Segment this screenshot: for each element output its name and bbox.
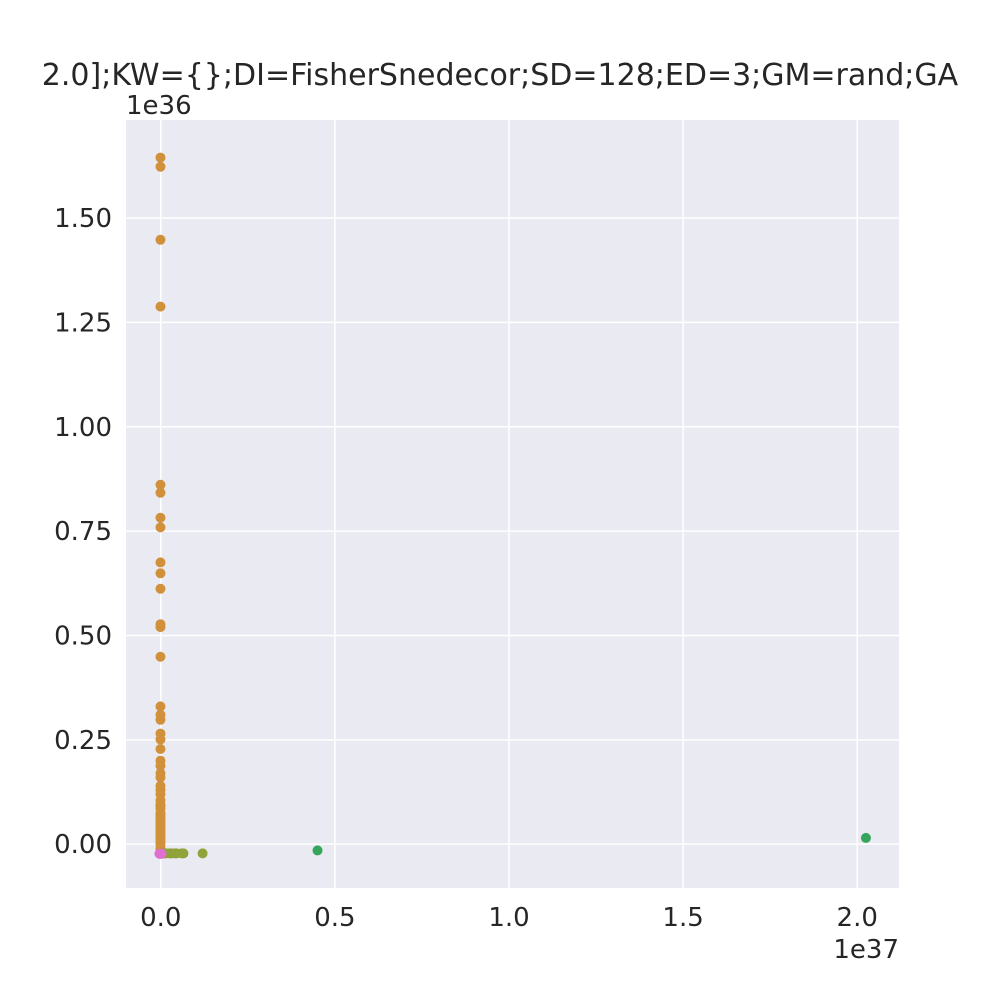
data-point xyxy=(155,744,166,755)
x-axis-ticks: 0.0 0.5 1.0 1.5 2.0 xyxy=(140,903,878,933)
y-tick-label: 0.50 xyxy=(54,621,112,651)
data-point xyxy=(155,487,166,498)
data-point xyxy=(155,714,166,725)
y-axis-offset-label: 1e36 xyxy=(126,91,192,121)
data-point xyxy=(155,622,166,633)
y-axis-ticks: 0.00 0.25 0.50 0.75 1.00 1.25 1.50 xyxy=(54,204,112,860)
y-tick-label: 1.50 xyxy=(54,204,112,234)
data-point xyxy=(155,557,166,568)
data-point xyxy=(155,651,166,662)
x-tick-label: 1.0 xyxy=(488,903,529,933)
chart-title: 2.0];KW={};DI=FisherSnedecor;SD=128;ED=3… xyxy=(42,58,959,93)
data-point xyxy=(155,522,166,533)
data-point xyxy=(197,848,208,859)
y-tick-label: 1.25 xyxy=(54,308,112,338)
data-point xyxy=(155,479,166,490)
data-point xyxy=(155,161,166,172)
data-point xyxy=(155,234,166,245)
data-point xyxy=(155,795,166,806)
y-tick-label: 0.00 xyxy=(54,830,112,860)
data-point xyxy=(155,701,166,712)
data-point xyxy=(155,512,166,523)
y-tick-label: 1.00 xyxy=(54,413,112,443)
data-point xyxy=(155,583,166,594)
data-points xyxy=(154,152,871,859)
data-point xyxy=(156,848,167,859)
data-point xyxy=(155,568,166,579)
x-tick-label: 1.5 xyxy=(662,903,703,933)
grid-lines xyxy=(126,120,899,888)
x-tick-label: 2.0 xyxy=(837,903,878,933)
y-tick-label: 0.75 xyxy=(54,517,112,547)
x-tick-label: 0.0 xyxy=(140,903,181,933)
data-point xyxy=(155,734,166,745)
data-point xyxy=(155,152,166,163)
data-point xyxy=(860,832,871,843)
y-tick-label: 0.25 xyxy=(54,726,112,756)
x-axis-offset-label: 1e37 xyxy=(833,935,899,965)
data-point xyxy=(312,845,323,856)
plot-area xyxy=(126,120,899,888)
data-point xyxy=(155,760,166,771)
data-point xyxy=(155,301,166,312)
x-tick-label: 0.5 xyxy=(314,903,355,933)
data-point xyxy=(155,772,166,783)
data-point xyxy=(178,848,189,859)
